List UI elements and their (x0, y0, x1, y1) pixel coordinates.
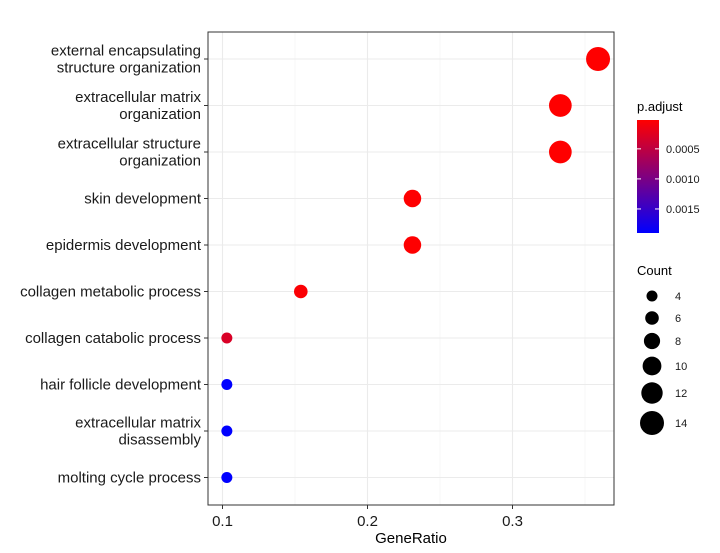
data-point (549, 94, 572, 117)
data-points (221, 47, 611, 483)
color-legend-bar (637, 120, 659, 233)
y-tick-label: collagen metabolic process (20, 284, 201, 301)
x-tick-label: 0.1 (212, 513, 233, 530)
data-point (403, 189, 422, 208)
y-tick-label-line: external encapsulating (51, 43, 201, 60)
size-legend-label: 12 (675, 388, 687, 400)
size-legend-label: 4 (675, 291, 681, 303)
y-tick-label-line: organization (119, 153, 201, 170)
x-axis: 0.1 0.2 0.3 (212, 505, 523, 530)
y-tick-label: epidermis development (46, 237, 202, 254)
y-tick-label-line: extracellular matrix (75, 415, 201, 432)
data-point (549, 140, 572, 164)
y-tick-label: molting cycle process (58, 470, 201, 487)
data-point (221, 379, 233, 390)
y-tick-label: external encapsulating structure organiza… (51, 43, 201, 77)
size-legend-label: 14 (675, 418, 687, 430)
y-tick-label-line: collagen catabolic process (25, 330, 201, 347)
y-tick-label: extracellular structure organization (58, 136, 201, 170)
size-legend-dot (641, 382, 663, 404)
size-legend-dot (645, 311, 659, 325)
size-legend-dot (646, 290, 658, 302)
plot-background (208, 32, 614, 505)
size-legend: Count 4 6 8 10 12 14 (637, 263, 687, 435)
y-tick-label-line: collagen metabolic process (20, 284, 201, 301)
size-legend-label: 6 (675, 313, 681, 325)
plot-panel-border (207, 31, 615, 506)
data-point (403, 236, 422, 254)
color-legend-title: p.adjust (637, 99, 683, 114)
y-tick-label-line: hair follicle development (40, 377, 202, 394)
size-legend-dot (642, 356, 662, 376)
color-legend-label: 0.0010 (666, 174, 700, 186)
size-legend-label: 8 (675, 336, 681, 348)
color-legend-label: 0.0005 (666, 144, 700, 156)
size-legend-title: Count (637, 263, 672, 278)
y-tick-label-line: structure organization (57, 60, 201, 77)
y-axis: external encapsulating structure organiza… (20, 43, 208, 487)
y-tick-label: skin development (84, 191, 202, 208)
y-tick-label: extracellular matrix organization (75, 89, 201, 123)
x-tick-label: 0.2 (357, 513, 378, 530)
y-tick-label: extracellular matrix disassembly (75, 415, 201, 449)
color-legend-label: 0.0015 (666, 204, 700, 216)
y-tick-label: hair follicle development (40, 377, 202, 394)
data-point (221, 332, 233, 344)
y-tick-label-line: molting cycle process (58, 470, 201, 487)
y-tick-label: collagen catabolic process (25, 330, 201, 347)
x-axis-title: GeneRatio (375, 530, 447, 547)
color-legend: p.adjust 0.0005 0.0010 0.0015 (637, 99, 700, 233)
size-legend-label: 10 (675, 361, 687, 373)
y-tick-label-line: skin development (84, 191, 202, 208)
size-legend-dot (643, 332, 661, 350)
data-point (221, 472, 233, 483)
data-point (586, 47, 611, 71)
data-point (221, 425, 233, 437)
y-tick-label-line: organization (119, 106, 201, 123)
y-tick-label-line: disassembly (118, 432, 201, 449)
x-tick-label: 0.3 (502, 513, 523, 530)
data-point (294, 284, 308, 299)
y-tick-label-line: extracellular matrix (75, 89, 201, 106)
y-tick-label-line: extracellular structure (58, 136, 201, 153)
size-legend-dot (640, 411, 664, 435)
y-tick-label-line: epidermis development (46, 237, 202, 254)
